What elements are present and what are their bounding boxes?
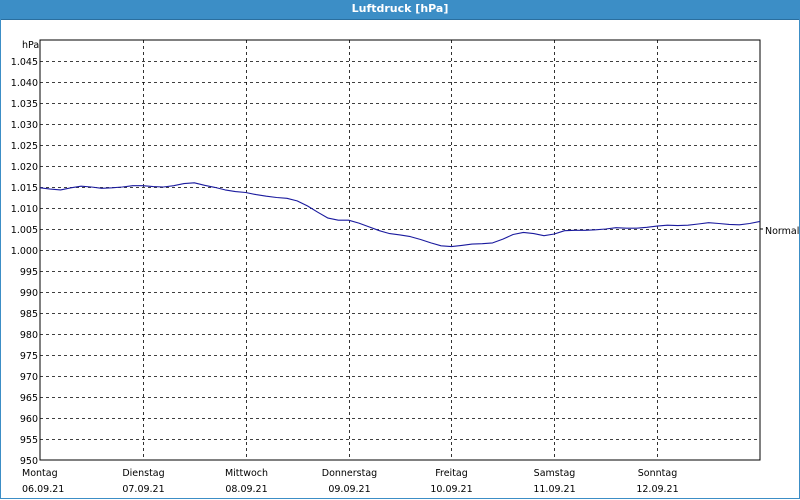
y-tick-label: 965 — [20, 393, 38, 404]
y-tick-label: 1.015 — [11, 183, 38, 194]
y-tick-label: 1.025 — [11, 141, 38, 152]
y-tick-label: 955 — [20, 435, 38, 446]
y-tick-label: 950 — [20, 456, 38, 467]
y-tick-label: 960 — [20, 414, 38, 425]
x-tick-date: 11.09.21 — [533, 484, 575, 495]
y-tick-label: 1.045 — [11, 57, 38, 68]
y-tick-label: 1.035 — [11, 99, 38, 110]
y-tick-label: 975 — [20, 351, 38, 362]
y-tick-label: 990 — [20, 288, 38, 299]
y-tick-label: 1.000 — [11, 246, 38, 257]
plot-border — [39, 39, 761, 461]
y-tick-label: 970 — [20, 372, 38, 383]
reference-label: Normal — [765, 226, 799, 237]
y-tick-label: 980 — [20, 330, 38, 341]
x-tick-date: 09.09.21 — [328, 484, 370, 495]
x-tick-day: Dienstag — [122, 468, 164, 479]
y-tick-label: 985 — [20, 309, 38, 320]
grid-lines — [40, 40, 760, 460]
x-tick-day: Sonntag — [638, 468, 677, 479]
x-tick-labels: Montag 06.09.21 Dienstag 07.09.21 Mittwoch 08… — [22, 468, 679, 495]
x-tick-date: 10.09.21 — [430, 484, 472, 495]
x-tick-day: Mittwoch — [225, 468, 268, 479]
x-tick-day: Donnerstag — [322, 468, 377, 479]
x-tick-date: 06.09.21 — [22, 484, 64, 495]
y-tick-label: 995 — [20, 267, 38, 278]
x-tick-day: Samstag — [534, 468, 576, 479]
x-tick-day: Freitag — [435, 468, 468, 479]
y-tick-label: 1.040 — [11, 78, 38, 89]
y-tick-label: 1.020 — [11, 162, 38, 173]
y-tick-label: 1.005 — [11, 225, 38, 236]
reference-line: Normal — [760, 226, 799, 237]
y-tick-labels: 1.045 1.040 1.035 1.030 1.025 1.020 1.015 1.010… — [11, 57, 38, 467]
x-tick-date: 08.09.21 — [225, 484, 267, 495]
x-tick-date: 12.09.21 — [636, 484, 678, 495]
window-title: Luftdruck [hPa] — [0, 0, 800, 20]
y-tick-label: 1.010 — [11, 204, 38, 215]
pressure-line — [39, 182, 761, 248]
y-axis-label: hPa — [22, 40, 39, 51]
series-group — [39, 182, 761, 248]
y-tick-label: 1.030 — [11, 120, 38, 131]
x-tick-day: Montag — [22, 468, 58, 479]
x-tick-date: 07.09.21 — [122, 484, 164, 495]
